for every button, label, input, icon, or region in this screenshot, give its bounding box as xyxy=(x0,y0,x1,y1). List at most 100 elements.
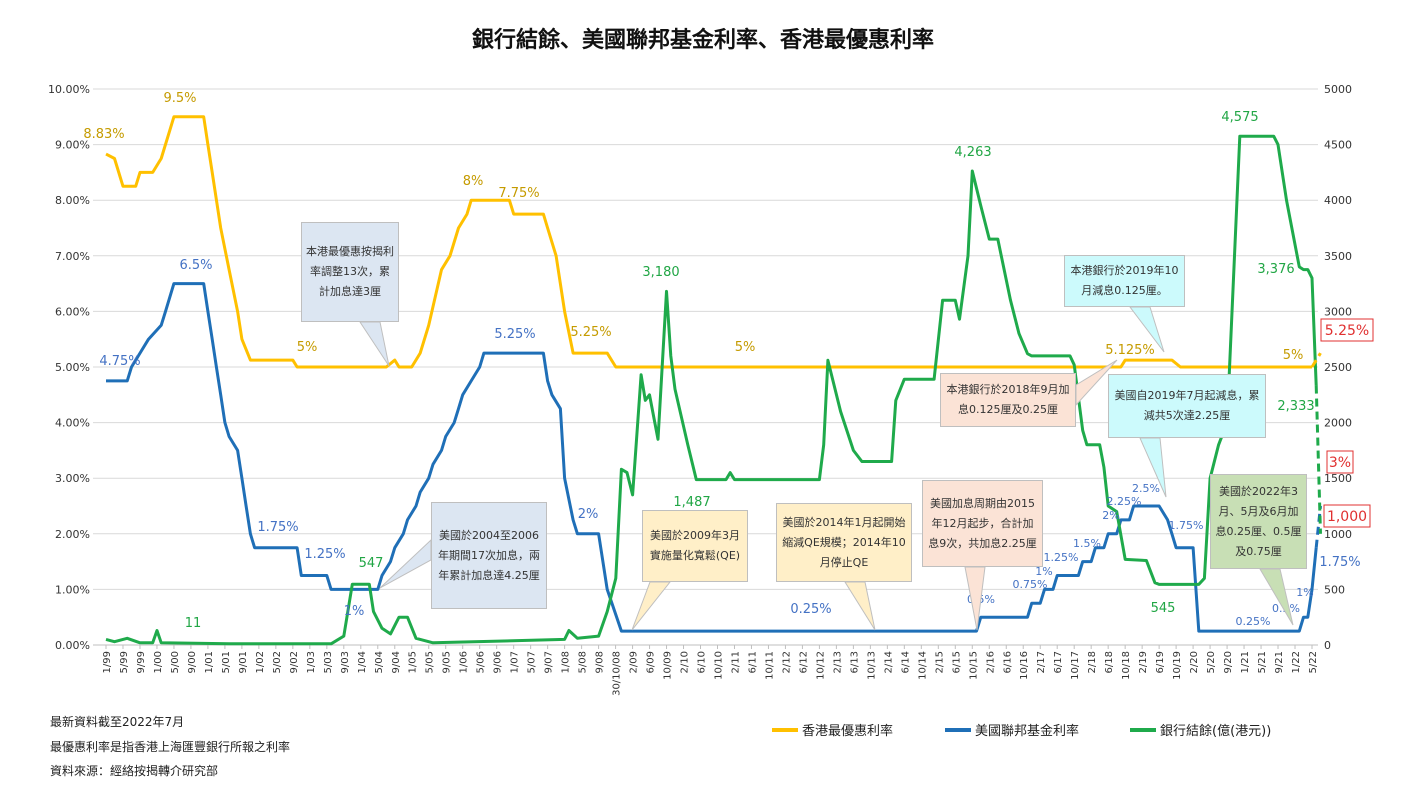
x-tick-label: 10/17 xyxy=(1070,651,1081,680)
y-left-tick-label: 1.00% xyxy=(55,583,90,596)
note-source: 資料來源：經絡按揭轉介研究部 xyxy=(50,764,219,778)
projection-line-2 xyxy=(1314,385,1322,534)
x-tick-label: 5/03 xyxy=(323,651,334,673)
data-label: 0.25% xyxy=(1236,615,1271,628)
x-tick-label: 6/11 xyxy=(747,651,758,673)
x-tick-label: 2/11 xyxy=(730,651,741,673)
legend-label: 銀行結餘(億(港元)) xyxy=(1160,724,1272,739)
data-label: 1% xyxy=(1296,586,1313,599)
x-tick-label: 5/21 xyxy=(1257,651,1268,673)
x-tick-label: 1/22 xyxy=(1291,651,1302,673)
data-label: 3,376 xyxy=(1257,262,1294,277)
data-label: 8% xyxy=(463,174,484,189)
x-tick-label: 6/13 xyxy=(849,651,860,673)
x-tick-label: 10/15 xyxy=(968,651,979,680)
x-tick-label: 9/04 xyxy=(391,651,402,673)
x-tick-label: 5/02 xyxy=(272,651,283,673)
x-tick-label: 6/09 xyxy=(646,651,657,673)
legend-label: 香港最優惠利率 xyxy=(802,724,894,739)
annotation-callout: 本港最優惠按揭利率調整13次，累計加息達3厘 xyxy=(301,222,399,322)
data-label: 1,487 xyxy=(673,495,710,510)
x-tick-label: 10/13 xyxy=(866,651,877,680)
note-prime-definition: 最優惠利率是指香港上海匯豐銀行所報之利率 xyxy=(50,740,291,754)
callout-pointer xyxy=(359,321,390,367)
x-tick-label: 9/08 xyxy=(595,651,606,673)
x-tick-label: 10/12 xyxy=(815,651,826,680)
legend-swatch xyxy=(772,727,798,732)
x-tick-label: 2/17 xyxy=(1036,651,1047,673)
annotation-callout: 美國於2004至2006年期間17次加息，兩年累計加息達4.25厘 xyxy=(431,502,547,609)
y-left-tick-label: 0.00% xyxy=(55,639,90,652)
y-right-tick-label: 3500 xyxy=(1324,250,1352,263)
data-label: 7.75% xyxy=(498,186,539,201)
x-tick-label: 2/09 xyxy=(629,651,640,673)
x-tick-label: 6/18 xyxy=(1104,651,1115,673)
data-label: 0.25% xyxy=(790,602,831,617)
projection-label: 5.25% xyxy=(1325,323,1369,339)
x-tick-label: 2/20 xyxy=(1189,651,1200,673)
legend-swatch xyxy=(945,727,971,732)
annotation-callout: 美國於2022年3月、5月及6月加息0.25厘、0.5厘及0.75厘 xyxy=(1210,474,1307,569)
data-label: 1.75% xyxy=(1319,555,1360,570)
y-right-tick-label: 1000 xyxy=(1324,528,1352,541)
annotation-callout: 本港銀行於2018年9月加息0.125厘及0.25厘 xyxy=(940,373,1076,427)
x-tick-label: 5/00 xyxy=(170,651,181,673)
x-tick-label: 9/01 xyxy=(238,651,249,673)
x-tick-label: 10/10 xyxy=(713,651,724,680)
x-tick-label: 10/19 xyxy=(1172,651,1183,680)
y-right-tick-label: 4000 xyxy=(1324,194,1352,207)
legend-fed-rate: 美國聯邦基金利率 xyxy=(945,720,1079,739)
data-label: 1.25% xyxy=(304,547,345,562)
y-left-tick-label: 8.00% xyxy=(55,194,90,207)
callout-pointer xyxy=(1075,359,1118,407)
data-label: 5.25% xyxy=(494,327,535,342)
callout-pointer xyxy=(1259,568,1294,626)
y-left-tick-label: 2.00% xyxy=(55,528,90,541)
x-tick-label: 5/05 xyxy=(425,651,436,673)
x-tick-label: 30/10/08 xyxy=(612,651,623,696)
y-left-tick-label: 6.00% xyxy=(55,305,90,318)
projection-label-box xyxy=(1326,450,1354,474)
y-right-tick-label: 1500 xyxy=(1324,472,1352,485)
y-left-tick-label: 3.00% xyxy=(55,472,90,485)
x-tick-label: 6/15 xyxy=(951,651,962,673)
data-label: 2.5% xyxy=(1132,482,1160,495)
x-tick-label: 1/06 xyxy=(459,651,470,673)
x-tick-label: 2/14 xyxy=(883,651,894,673)
y-right-tick-label: 3000 xyxy=(1324,305,1352,318)
data-label: 11 xyxy=(185,616,202,631)
x-tick-label: 9/99 xyxy=(136,651,147,673)
x-tick-label: 2/12 xyxy=(781,651,792,673)
data-label: 4,263 xyxy=(954,145,991,160)
x-tick-label: 1/99 xyxy=(102,651,113,673)
legend-swatch xyxy=(1130,727,1156,732)
data-label: 2.25% xyxy=(1107,495,1142,508)
y-left-tick-label: 7.00% xyxy=(55,250,90,263)
data-label: 5% xyxy=(735,340,756,355)
data-label: 8.83% xyxy=(83,127,124,142)
x-tick-label: 10/14 xyxy=(917,651,928,680)
callout-pointer xyxy=(964,566,986,631)
callout-pointer xyxy=(1139,437,1167,498)
x-tick-label: 6/16 xyxy=(1002,651,1013,673)
y-right-tick-label: 2500 xyxy=(1324,361,1352,374)
x-tick-label: 9/21 xyxy=(1274,651,1285,673)
series-line-2 xyxy=(105,134,1318,646)
x-tick-label: 5/20 xyxy=(1206,651,1217,673)
note-data-date: 最新資料截至2022年7月 xyxy=(50,715,185,729)
projection-line-0 xyxy=(1310,352,1322,368)
y-right-tick-label: 4500 xyxy=(1324,139,1352,152)
data-label: 9.5% xyxy=(163,91,196,106)
x-tick-label: 2/19 xyxy=(1138,651,1149,673)
x-tick-label: 2/15 xyxy=(934,651,945,673)
x-tick-label: 5/07 xyxy=(527,651,538,673)
y-right-tick-label: 0 xyxy=(1324,639,1331,652)
legend-aggregate-balance: 銀行結餘(億(港元)) xyxy=(1130,720,1271,739)
x-tick-label: 5/04 xyxy=(374,651,385,673)
x-tick-label: 6/17 xyxy=(1053,651,1064,673)
x-tick-label: 2/13 xyxy=(832,651,843,673)
callout-pointer xyxy=(1128,306,1165,353)
data-label: 5% xyxy=(1283,348,1304,363)
x-tick-label: 6/14 xyxy=(900,651,911,673)
